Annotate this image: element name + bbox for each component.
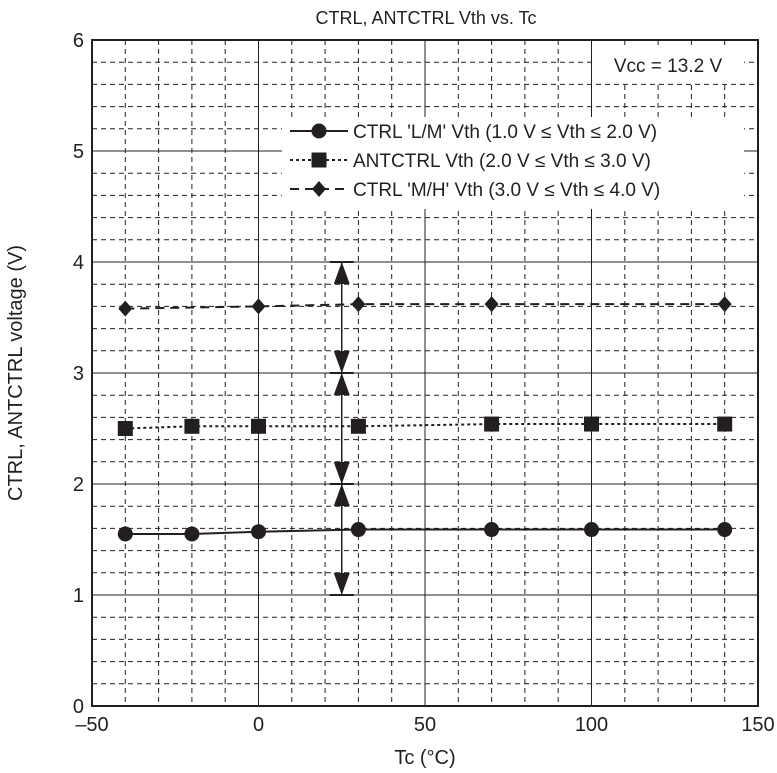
- series-2-point: [184, 418, 200, 434]
- series-1-point: [717, 522, 733, 538]
- series-2-point: [484, 416, 500, 432]
- legend-entry-label: CTRL 'M/H' Vth (3.0 V ≤ Vth ≤ 4.0 V): [353, 180, 660, 201]
- x-tick-label: –50: [75, 714, 108, 736]
- spec-range-arrow-up: [333, 484, 350, 506]
- series-1-point: [584, 522, 599, 538]
- legend-entry-label: ANTCTRL Vth (2.0 V ≤ Vth ≤ 3.0 V): [353, 151, 651, 172]
- series-1-point: [184, 526, 200, 542]
- series-2-point: [117, 421, 133, 436]
- series-3: [118, 296, 732, 317]
- series-2-point: [717, 416, 733, 432]
- y-tick-label: 6: [73, 30, 84, 52]
- plot-frame: [91, 39, 759, 707]
- y-tick-label: 0: [73, 696, 84, 718]
- y-tick-label: 4: [73, 252, 84, 274]
- series-1-point: [350, 522, 366, 538]
- series-1-point: [484, 522, 500, 538]
- series-1-point: [251, 524, 266, 540]
- series-1-point: [117, 526, 133, 542]
- vcc-annotation: Vcc = 13.2 V: [594, 49, 744, 81]
- vcc-annotation-text: Vcc = 13.2 V: [614, 56, 723, 77]
- series-1: [117, 522, 733, 542]
- y-tick-label: 5: [73, 141, 84, 163]
- chart-title: CTRL, ANTCTRL Vth vs. Tc: [315, 8, 536, 28]
- spec-range-markers: [329, 261, 354, 596]
- legend-entry-label: CTRL 'L/M' Vth (1.0 V ≤ Vth ≤ 2.0 V): [353, 122, 657, 143]
- spec-range-arrow-up: [333, 373, 350, 395]
- series-2-point: [584, 416, 599, 432]
- legend-swatch-marker: [311, 152, 327, 168]
- legend-swatch-marker: [312, 181, 326, 197]
- y-axis-label: CTRL, ANTCTRL voltage (V): [5, 245, 27, 501]
- vcc-annotation-bg: [594, 49, 744, 81]
- series-2-point: [350, 418, 366, 434]
- x-axis-label: Tc (°C): [394, 747, 455, 769]
- data-series: [117, 296, 733, 542]
- spec-range-arrow-down: [333, 573, 350, 595]
- x-tick-label: 100: [575, 714, 608, 736]
- series-3-point: [484, 296, 499, 313]
- y-tick-label: 1: [73, 585, 84, 607]
- legend: CTRL 'L/M' Vth (1.0 V ≤ Vth ≤ 2.0 V) ANTC…: [282, 117, 744, 209]
- legend-swatch-marker: [311, 123, 327, 139]
- series-3-point: [118, 300, 133, 317]
- series-3-point: [351, 296, 366, 313]
- x-tick-label: 150: [741, 714, 774, 736]
- y-tick-label: 3: [73, 363, 84, 385]
- series-2-point: [251, 418, 266, 434]
- spec-range-arrow-up: [333, 262, 350, 284]
- series-2: [117, 416, 733, 436]
- x-tick-label: 0: [253, 714, 264, 736]
- series-3-point: [717, 296, 732, 313]
- legend-bg: [282, 117, 744, 209]
- spec-range-arrow-down: [333, 351, 350, 373]
- spec-range-arrow-down: [333, 462, 350, 484]
- series-3-point: [251, 298, 266, 315]
- y-tick-label: 2: [73, 474, 84, 496]
- x-tick-label: 50: [414, 714, 436, 736]
